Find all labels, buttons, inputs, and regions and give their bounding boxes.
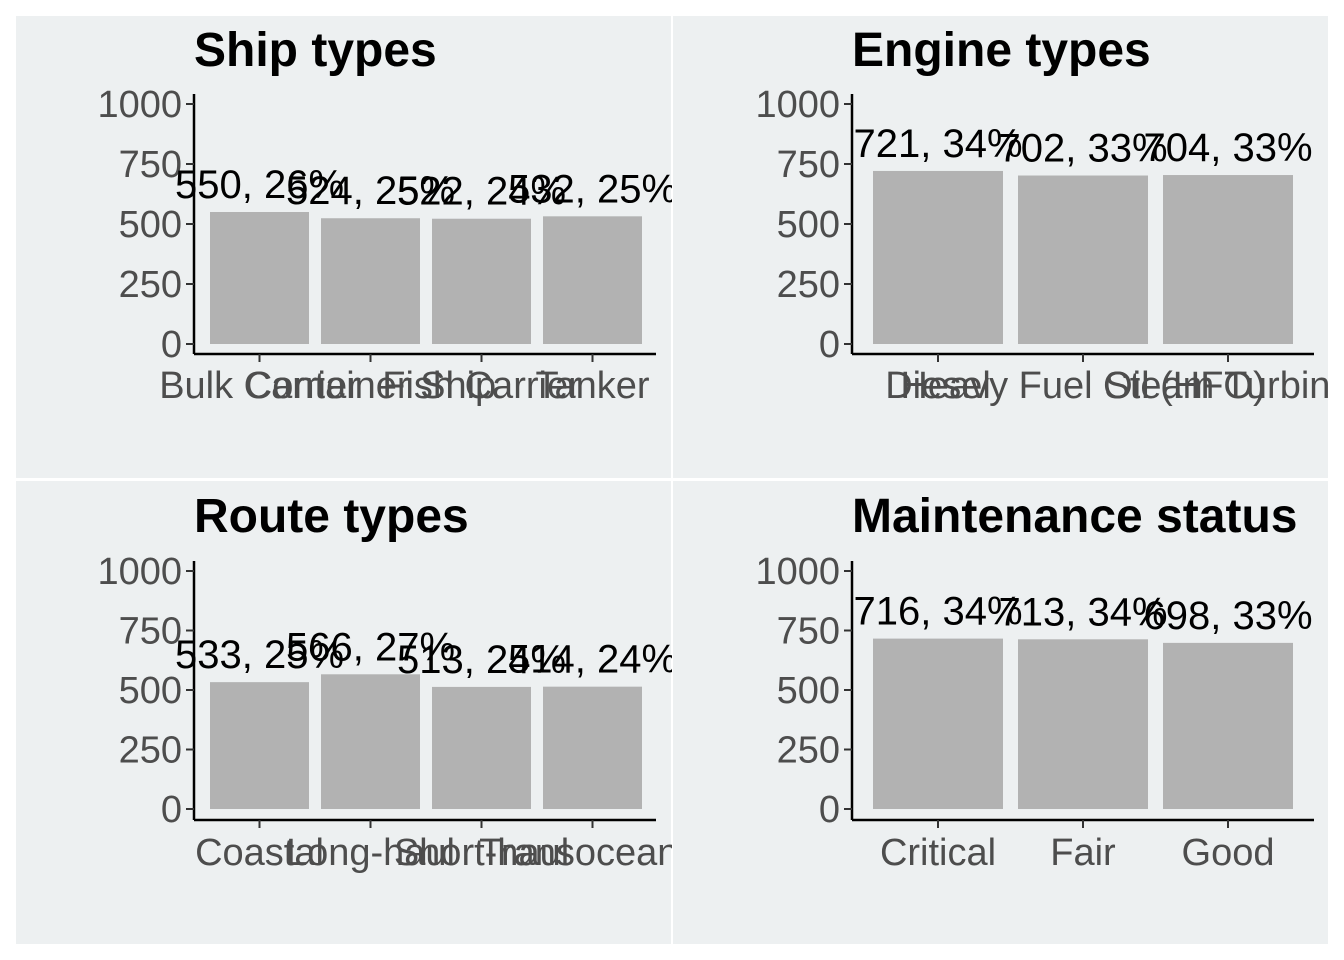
- x-tick-label: Long-haul: [286, 832, 455, 874]
- data-label: 713, 34%: [998, 590, 1167, 634]
- y-tick-label: 1000: [755, 551, 840, 593]
- x-tick-label: Fair: [1050, 832, 1116, 874]
- chart-title: Maintenance status: [852, 490, 1297, 543]
- bar: [873, 170, 1003, 344]
- bar: [321, 218, 420, 344]
- y-tick-label: 1000: [97, 84, 182, 126]
- y-tick-label: 500: [777, 670, 840, 712]
- data-label: 524, 25%: [286, 169, 455, 213]
- x-tick-label: Transoceanic: [479, 832, 706, 874]
- data-label: 513, 24%: [397, 638, 566, 682]
- y-tick-label: 0: [819, 789, 840, 831]
- data-label: 550, 26%: [175, 163, 344, 207]
- x-tick-label: Fish Carrier: [382, 365, 581, 407]
- y-tick-label: 0: [161, 324, 182, 366]
- y-tick-label: 1000: [97, 551, 182, 593]
- x-tick-label: Coastal: [195, 832, 324, 874]
- bar: [210, 212, 309, 344]
- bar: [543, 216, 642, 344]
- y-tick-label: 250: [777, 730, 840, 772]
- data-label: 716, 34%: [853, 590, 1022, 634]
- data-label: 532, 25%: [508, 167, 677, 211]
- bar: [1018, 639, 1148, 809]
- y-tick-label: 500: [119, 204, 182, 246]
- bar: [1163, 175, 1293, 344]
- y-tick-label: 750: [777, 144, 840, 186]
- x-tick-label: Diesel: [885, 365, 991, 407]
- y-tick-label: 250: [777, 264, 840, 306]
- x-tick-label: Tanker: [535, 365, 649, 407]
- data-label: 533, 25%: [175, 633, 344, 677]
- y-tick-label: 500: [777, 204, 840, 246]
- chart-title: Engine types: [852, 24, 1151, 77]
- data-label: 702, 33%: [998, 127, 1167, 171]
- data-label: 698, 33%: [1143, 594, 1312, 638]
- bar: [1163, 642, 1293, 809]
- x-tick-label: Critical: [880, 832, 996, 874]
- x-tick-label: Container Ship: [245, 365, 496, 407]
- data-label: 721, 34%: [853, 122, 1022, 166]
- bar: [543, 686, 642, 809]
- x-tick-label: Heavy Fuel Oil (HFO): [900, 365, 1265, 407]
- bar: [1018, 175, 1148, 344]
- bar-chart-panel: Ship types 0 250 500 750 1000 Bulk Carrier 550,…: [97, 24, 677, 407]
- bar: [210, 682, 309, 809]
- chart-title: Route types: [194, 490, 469, 543]
- y-tick-label: 0: [819, 324, 840, 366]
- x-tick-label: Steam Turbine: [1104, 365, 1344, 407]
- bar: [432, 686, 531, 809]
- bar-chart-panel: Maintenance status 0 250 500 750 1000 Critical…: [755, 490, 1314, 874]
- y-tick-label: 750: [119, 144, 182, 186]
- bar: [321, 674, 420, 809]
- data-label: 704, 33%: [1143, 126, 1312, 170]
- bar-chart-panel: Route types 0 250 500 750 1000 Coastal 533, 25%…: [97, 490, 706, 874]
- data-label: 514, 24%: [508, 638, 677, 682]
- y-tick-label: 0: [161, 789, 182, 831]
- y-tick-label: 250: [119, 730, 182, 772]
- y-tick-label: 500: [119, 670, 182, 712]
- x-tick-label: Good: [1182, 832, 1275, 874]
- x-tick-label: Bulk Carrier: [159, 365, 360, 407]
- y-tick-label: 750: [777, 611, 840, 653]
- x-tick-label: Short-haul: [394, 832, 569, 874]
- data-label: 566, 27%: [286, 625, 455, 669]
- y-tick-label: 1000: [755, 84, 840, 126]
- chart-title: Ship types: [194, 24, 437, 77]
- y-tick-label: 750: [119, 611, 182, 653]
- data-label: 522, 24%: [397, 170, 566, 214]
- bar: [432, 218, 531, 344]
- y-tick-label: 250: [119, 264, 182, 306]
- bar: [873, 638, 1003, 809]
- bar-chart-panel: Engine types 0 250 500 750 1000 Diesel 721, 34%…: [755, 24, 1344, 407]
